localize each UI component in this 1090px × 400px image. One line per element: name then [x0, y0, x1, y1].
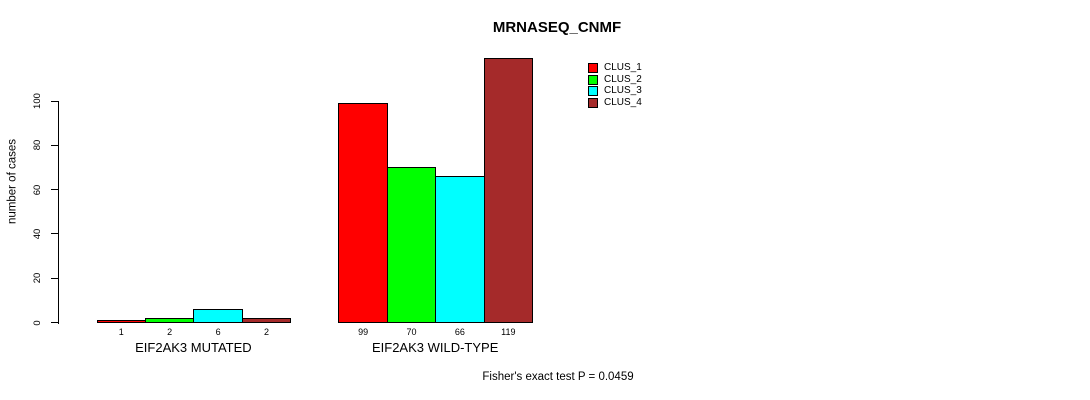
bar-clus_1-group2 — [338, 102, 388, 323]
bar-value-label: 2 — [167, 327, 173, 337]
legend-swatch-clus_1 — [588, 63, 598, 73]
y-axis-title: number of cases — [6, 139, 19, 225]
bar-clus_4-group2 — [483, 58, 533, 323]
bar-value-label: 2 — [263, 327, 269, 337]
bar-value-label: 66 — [454, 327, 465, 337]
legend-item-label: CLUS_3 — [604, 85, 642, 97]
y-axis-tick — [51, 322, 58, 323]
y-axis-tick — [51, 233, 58, 235]
y-tick-label: 20 — [32, 272, 43, 284]
legend-item-label: CLUS_2 — [604, 73, 642, 85]
bar-clus_2-group1 — [145, 317, 195, 323]
y-tick-label: 0 — [32, 319, 43, 326]
y-axis-tick — [51, 189, 58, 191]
y-axis-tick — [51, 100, 58, 102]
legend-swatch-clus_4 — [588, 98, 598, 109]
legend-swatch-clus_2 — [588, 74, 598, 85]
x-category-label: EIF2AK3 WILD-TYPE — [371, 340, 499, 355]
bar-clus_3-group2 — [435, 175, 485, 323]
y-axis-line — [58, 101, 59, 324]
bar-clus_3-group1 — [193, 308, 243, 323]
y-tick-label: 100 — [32, 93, 43, 109]
legend-swatch-clus_3 — [588, 86, 598, 97]
bar-value-label: 119 — [501, 327, 516, 337]
y-tick-label: 80 — [32, 140, 43, 151]
bar-value-label: 70 — [406, 327, 417, 337]
x-category-label: EIF2AK3 MUTATED — [135, 340, 252, 355]
y-tick-label: 40 — [32, 228, 43, 240]
bar-clus_2-group2 — [386, 166, 437, 323]
bar-clus_4-group1 — [241, 317, 292, 323]
legend-item-label: CLUS_1 — [604, 62, 642, 73]
bar-value-label: 99 — [358, 327, 369, 337]
bar-clus_1-group1 — [96, 319, 146, 323]
legend-item-label: CLUS_4 — [604, 97, 642, 109]
stat-annotation: Fisher's exact test P = 0.0459 — [482, 371, 634, 383]
y-tick-label: 60 — [32, 184, 43, 195]
y-axis-tick — [51, 144, 58, 146]
bar-value-label: 6 — [215, 327, 221, 337]
chart-title: MRNASEQ_CNMF — [492, 19, 622, 36]
bar-value-label: 1 — [118, 327, 124, 337]
y-axis-tick — [51, 277, 58, 279]
